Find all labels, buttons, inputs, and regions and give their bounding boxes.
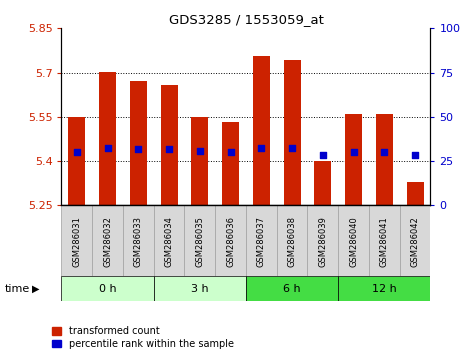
Point — [350, 149, 358, 154]
Text: GSM286031: GSM286031 — [72, 216, 81, 267]
Text: GSM286035: GSM286035 — [195, 216, 204, 267]
Text: time: time — [5, 284, 30, 293]
Bar — [369, 205, 400, 276]
Point — [104, 145, 112, 151]
Text: GSM286040: GSM286040 — [349, 216, 358, 267]
Bar — [215, 205, 246, 276]
Point — [134, 147, 142, 152]
Point — [319, 152, 326, 158]
Text: 6 h: 6 h — [283, 284, 301, 293]
Bar — [345, 114, 362, 205]
Point — [166, 147, 173, 152]
Point — [380, 149, 388, 155]
Bar — [130, 81, 147, 205]
Bar — [277, 205, 307, 276]
Point — [227, 149, 235, 154]
Title: GDS3285 / 1553059_at: GDS3285 / 1553059_at — [168, 13, 324, 26]
Bar — [315, 161, 331, 205]
Bar — [376, 114, 393, 205]
Bar — [161, 85, 177, 205]
Bar — [69, 118, 85, 205]
Bar — [246, 276, 338, 301]
Bar — [222, 121, 239, 205]
Text: GSM286038: GSM286038 — [288, 216, 297, 267]
Bar — [338, 276, 430, 301]
Bar — [99, 72, 116, 205]
Point — [257, 145, 265, 151]
Bar — [192, 118, 208, 205]
Bar — [253, 56, 270, 205]
Point — [288, 145, 296, 151]
Bar — [407, 182, 423, 205]
Text: GSM286037: GSM286037 — [257, 216, 266, 267]
Text: GSM286034: GSM286034 — [165, 216, 174, 267]
Text: 0 h: 0 h — [99, 284, 116, 293]
Bar — [184, 205, 215, 276]
Bar — [154, 276, 246, 301]
Text: 3 h: 3 h — [191, 284, 209, 293]
Bar — [92, 205, 123, 276]
Bar — [246, 205, 277, 276]
Text: GSM286033: GSM286033 — [134, 216, 143, 267]
Legend: transformed count, percentile rank within the sample: transformed count, percentile rank withi… — [52, 326, 234, 349]
Text: GSM286032: GSM286032 — [103, 216, 112, 267]
Text: GSM286041: GSM286041 — [380, 216, 389, 267]
Point — [73, 149, 80, 154]
Point — [196, 148, 203, 154]
Bar — [307, 205, 338, 276]
Point — [411, 152, 419, 158]
Bar — [338, 205, 369, 276]
Text: GSM286042: GSM286042 — [411, 216, 420, 267]
Bar — [284, 60, 300, 205]
Text: 12 h: 12 h — [372, 284, 397, 293]
Text: GSM286036: GSM286036 — [226, 216, 235, 267]
Text: ▶: ▶ — [32, 284, 39, 293]
Text: GSM286039: GSM286039 — [318, 216, 327, 267]
Bar — [400, 205, 430, 276]
Bar — [61, 276, 154, 301]
Bar — [123, 205, 154, 276]
Bar — [154, 205, 184, 276]
Bar — [61, 205, 92, 276]
